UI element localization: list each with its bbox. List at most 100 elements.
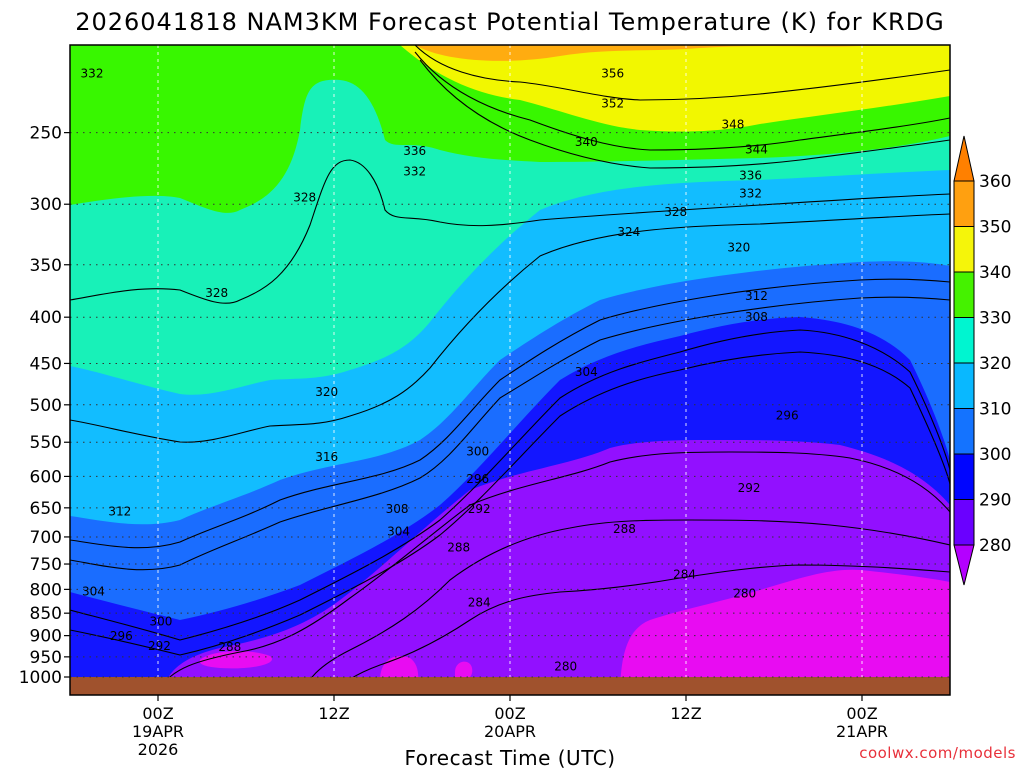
colorbar: 280 290 300 310 320 330 340 350 360 <box>953 135 1011 586</box>
x-tick-label: 2026 <box>138 740 179 759</box>
contour-line <box>300 519 950 695</box>
colorbar-tick-label: 320 <box>979 354 1011 374</box>
contour-label: 288 <box>447 540 470 554</box>
y-tick-label: 950 <box>30 648 62 668</box>
y-tick-label: 500 <box>30 396 62 416</box>
contour-line <box>414 45 950 101</box>
colorbar-tick-label: 350 <box>979 218 1011 238</box>
x-tick-label: 12Z <box>318 704 349 723</box>
contour-line <box>70 278 950 549</box>
contour-line <box>70 213 950 443</box>
contour-label: 280 <box>733 586 756 600</box>
colorbar-tick-label: 330 <box>979 309 1011 329</box>
contour-label: 312 <box>745 289 768 303</box>
contour-label: 336 <box>403 144 426 158</box>
colorbar-tick-label: 280 <box>979 536 1011 556</box>
y-tick-label: 850 <box>30 604 62 624</box>
y-tick-label: 750 <box>30 555 62 575</box>
fill-band-280-patch <box>455 661 473 681</box>
y-tick-label: 350 <box>30 256 62 276</box>
y-tick-label: 800 <box>30 580 62 600</box>
colorbar-upper-triangle <box>953 135 975 182</box>
contour-label: 308 <box>745 310 768 324</box>
credit-text[interactable]: coolwx.com/models <box>859 744 1016 762</box>
contour-label: 288 <box>613 522 636 536</box>
contour-label: 300 <box>149 614 172 628</box>
colorbar-tick-label: 310 <box>979 400 1011 420</box>
contour-label: 304 <box>575 365 598 379</box>
contour-label: 356 <box>601 66 624 80</box>
y-tick-label: 400 <box>30 308 62 328</box>
contour-label: 328 <box>664 205 687 219</box>
x-tick-label: 00Z <box>494 704 525 723</box>
chart-title: 2026041818 NAM3KM Forecast Potential Tem… <box>75 8 945 36</box>
contour-label: 308 <box>386 502 409 516</box>
contour-label: 352 <box>601 96 624 110</box>
contour-line <box>70 159 950 304</box>
contour-label: 304 <box>82 584 105 598</box>
colorbar-tick-label: 340 <box>979 263 1011 283</box>
y-tick-label: 900 <box>30 627 62 647</box>
x-tick-label: 00Z <box>142 704 173 723</box>
y-tick-label: 1000 <box>19 668 62 688</box>
colorbar-segment <box>953 317 975 364</box>
contour-label: 292 <box>148 639 171 653</box>
contour-label: 296 <box>110 629 133 643</box>
contour-label: 320 <box>727 241 750 255</box>
fill-band-280-patch <box>199 651 272 669</box>
contour-label: 284 <box>468 595 491 609</box>
contour-label: 300 <box>466 444 489 458</box>
contour-label: 344 <box>745 143 768 157</box>
contour-label: 284 <box>673 567 696 581</box>
colorbar-segment <box>953 180 975 227</box>
fill-band-280 <box>620 569 950 695</box>
y-tick-label: 700 <box>30 528 62 548</box>
y-tick-label: 450 <box>30 354 62 374</box>
colorbar-lower-triangle <box>953 544 975 586</box>
contour-label: 296 <box>466 472 489 486</box>
contour-label: 304 <box>387 524 410 538</box>
contour-label: 348 <box>721 118 744 132</box>
contour-label: 320 <box>315 385 338 399</box>
contour-line <box>159 451 950 691</box>
colorbar-tick-label: 360 <box>979 172 1011 192</box>
colorbar-segment <box>953 499 975 546</box>
colorbar-segment <box>953 226 975 273</box>
x-tick-label: 20APR <box>484 722 536 741</box>
y-tick-label: 550 <box>30 433 62 453</box>
colorbar-tick-label: 290 <box>979 491 1011 511</box>
colorbar-segment <box>953 453 975 500</box>
x-tick-label: 00Z <box>846 704 877 723</box>
colorbar-segment <box>953 408 975 455</box>
contour-line <box>70 329 950 641</box>
vertical-gridlines <box>157 45 863 677</box>
colorbar-segment <box>953 271 975 318</box>
x-tick-label: 21APR <box>836 722 888 741</box>
x-tick-label: 12Z <box>670 704 701 723</box>
contour-label: 292 <box>468 502 491 516</box>
ground <box>70 677 950 695</box>
contour-line <box>332 564 950 695</box>
contour-label: 340 <box>575 135 598 149</box>
contour-label: 280 <box>554 660 577 674</box>
x-axis-label: Forecast Time (UTC) <box>404 746 615 768</box>
contour-label: 288 <box>218 640 241 654</box>
colorbar-tick-label: 300 <box>979 445 1011 465</box>
contour-line <box>70 296 950 571</box>
contour-label: 316 <box>315 450 338 464</box>
y-tick-label: 600 <box>30 467 62 487</box>
colorbar-segment <box>953 362 975 409</box>
y-tick-label: 300 <box>30 195 62 215</box>
contour-label: 328 <box>205 286 228 300</box>
contour-line <box>419 59 950 169</box>
contour-label: 336 <box>739 169 762 183</box>
contour-label: 292 <box>738 481 761 495</box>
contour-label: 332 <box>403 164 426 178</box>
contour-label: 332 <box>739 187 762 201</box>
y-tick-label: 650 <box>30 499 62 519</box>
contour-label: 324 <box>617 225 640 239</box>
y-tick-label: 250 <box>30 124 62 144</box>
